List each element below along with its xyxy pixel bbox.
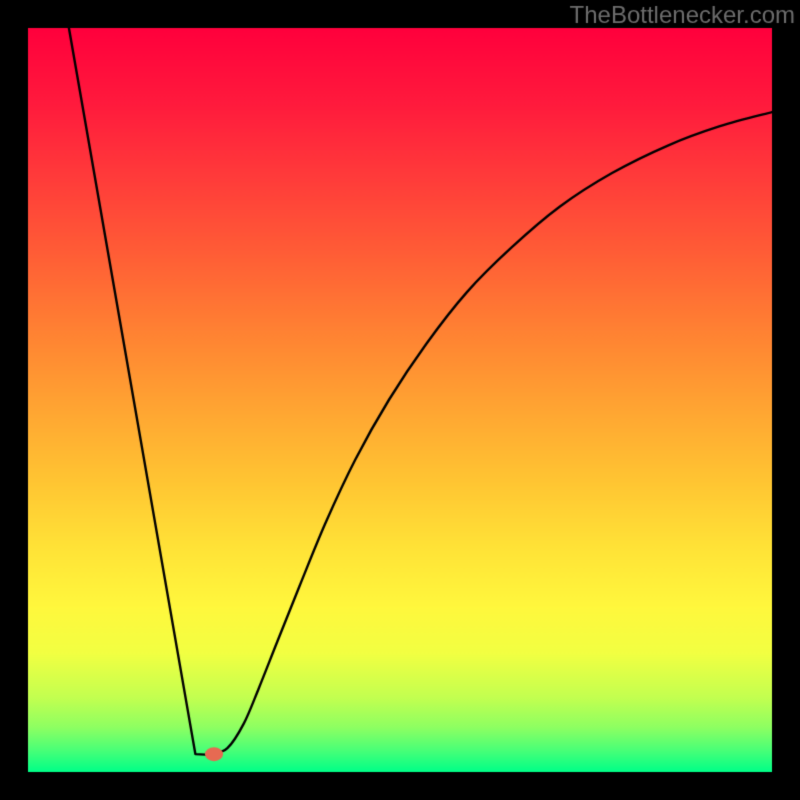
bottleneck-chart xyxy=(0,0,800,800)
